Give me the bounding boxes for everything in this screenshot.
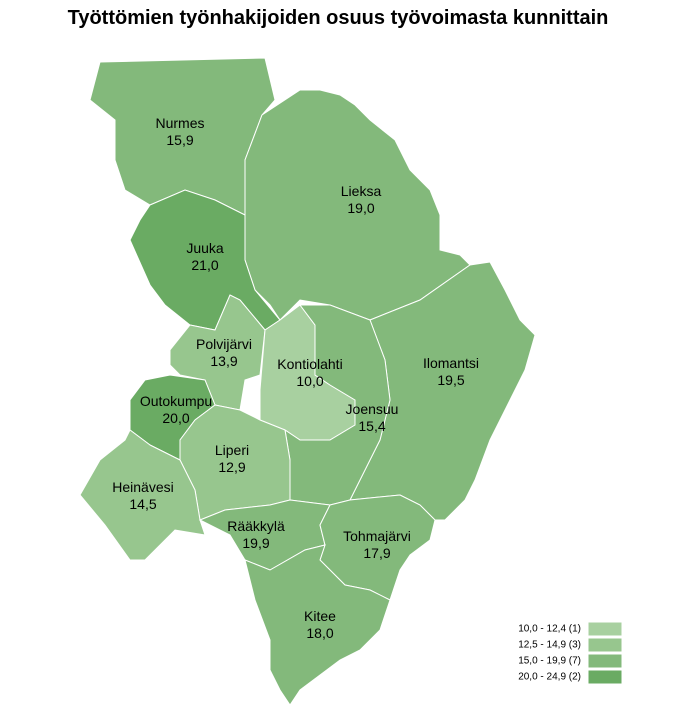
region (169, 294, 266, 411)
region-value: 20,0 (162, 410, 189, 426)
region-name: Juuka (186, 240, 224, 256)
region-value: 10,0 (296, 373, 323, 389)
region-name: Lieksa (341, 183, 382, 199)
region-value: 15,4 (358, 418, 385, 434)
legend-label: 12,5 - 14,9 (3) (518, 640, 581, 651)
region-value: 17,9 (363, 545, 390, 561)
legend-label: 15,0 - 19,9 (7) (518, 656, 581, 667)
region-value: 21,0 (191, 257, 218, 273)
region-name: Rääkkylä (227, 518, 285, 534)
region-name: Ilomantsi (423, 355, 479, 371)
region (244, 544, 391, 706)
region-name: Kitee (304, 608, 336, 624)
region-name: Polvijärvi (196, 336, 252, 352)
region-name: Liperi (215, 442, 249, 458)
region-value: 12,9 (218, 459, 245, 475)
legend-label: 20,0 - 24,9 (2) (518, 672, 581, 683)
region-name: Kontiolahti (277, 356, 342, 372)
region-value: 19,0 (347, 200, 374, 216)
region-name: Nurmes (155, 115, 204, 131)
region-value: 15,9 (166, 132, 193, 148)
region-value: 19,5 (437, 372, 464, 388)
region-value: 13,9 (210, 353, 237, 369)
region-value: 19,9 (242, 535, 269, 551)
region-name: Heinävesi (112, 479, 173, 495)
legend-swatch (587, 653, 623, 669)
legend-swatch (587, 621, 623, 637)
region-name: Tohmajärvi (343, 528, 411, 544)
legend-label: 10,0 - 12,4 (1) (518, 624, 581, 635)
region-name: Outokumpu (140, 393, 212, 409)
region-name: Joensuu (346, 401, 399, 417)
legend-swatch (587, 669, 623, 685)
region-value: 14,5 (129, 496, 156, 512)
region-value: 18,0 (306, 625, 333, 641)
region (79, 429, 206, 561)
legend-swatch (587, 637, 623, 653)
map-title: Työttömien työnhakijoiden osuus työvoima… (68, 7, 609, 29)
